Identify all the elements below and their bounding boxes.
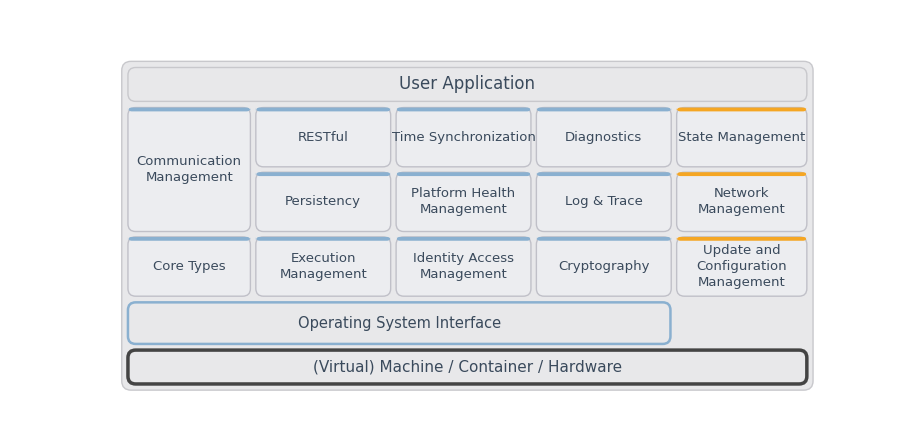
- FancyBboxPatch shape: [536, 108, 670, 167]
- FancyBboxPatch shape: [395, 172, 530, 232]
- FancyBboxPatch shape: [256, 172, 390, 176]
- FancyBboxPatch shape: [121, 61, 813, 390]
- Text: Persistency: Persistency: [285, 195, 361, 208]
- Text: Diagnostics: Diagnostics: [565, 131, 641, 143]
- Text: Update and
Configuration
Management: Update and Configuration Management: [696, 244, 786, 289]
- FancyBboxPatch shape: [395, 108, 530, 167]
- FancyBboxPatch shape: [128, 108, 251, 111]
- Text: Execution
Management: Execution Management: [279, 252, 367, 281]
- Text: Log & Trace: Log & Trace: [564, 195, 642, 208]
- FancyBboxPatch shape: [395, 108, 530, 111]
- FancyBboxPatch shape: [256, 172, 390, 232]
- Text: Operating System Interface: Operating System Interface: [297, 316, 500, 331]
- FancyBboxPatch shape: [256, 237, 390, 296]
- FancyBboxPatch shape: [536, 172, 670, 232]
- Text: (Virtual) Machine / Container / Hardware: (Virtual) Machine / Container / Hardware: [312, 359, 621, 375]
- Text: Network
Management: Network Management: [697, 187, 784, 216]
- Text: Time Synchronization: Time Synchronization: [391, 131, 535, 143]
- FancyBboxPatch shape: [676, 172, 806, 176]
- Text: Cryptography: Cryptography: [558, 260, 649, 273]
- Text: RESTful: RESTful: [298, 131, 348, 143]
- Text: User Application: User Application: [399, 76, 535, 93]
- FancyBboxPatch shape: [536, 237, 670, 241]
- FancyBboxPatch shape: [536, 172, 670, 176]
- FancyBboxPatch shape: [128, 108, 251, 232]
- FancyBboxPatch shape: [256, 108, 390, 111]
- FancyBboxPatch shape: [395, 172, 530, 176]
- FancyBboxPatch shape: [676, 108, 806, 111]
- Text: State Management: State Management: [678, 131, 804, 143]
- FancyBboxPatch shape: [395, 237, 530, 296]
- FancyBboxPatch shape: [676, 172, 806, 232]
- FancyBboxPatch shape: [536, 108, 670, 111]
- FancyBboxPatch shape: [128, 67, 806, 101]
- FancyBboxPatch shape: [256, 237, 390, 241]
- FancyBboxPatch shape: [676, 108, 806, 167]
- FancyBboxPatch shape: [536, 237, 670, 296]
- FancyBboxPatch shape: [256, 108, 390, 167]
- FancyBboxPatch shape: [128, 350, 806, 384]
- Text: Platform Health
Management: Platform Health Management: [411, 187, 515, 216]
- FancyBboxPatch shape: [676, 237, 806, 296]
- FancyBboxPatch shape: [128, 302, 670, 344]
- FancyBboxPatch shape: [676, 237, 806, 241]
- Text: Core Types: Core Types: [153, 260, 225, 273]
- FancyBboxPatch shape: [395, 237, 530, 241]
- FancyBboxPatch shape: [128, 237, 251, 241]
- Text: Communication
Management: Communication Management: [137, 155, 241, 184]
- Text: Identity Access
Management: Identity Access Management: [413, 252, 514, 281]
- FancyBboxPatch shape: [128, 237, 251, 296]
